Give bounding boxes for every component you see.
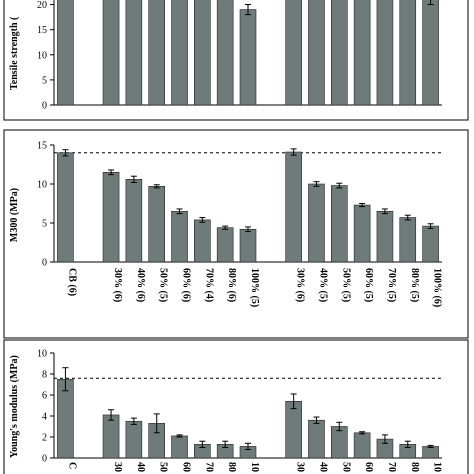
- category-label: CB (6): [66, 268, 77, 296]
- bar: [399, 0, 417, 105]
- category-label: 50% (5): [158, 268, 169, 302]
- category-label: 60% (5): [363, 268, 374, 302]
- bar: [353, 432, 371, 458]
- y-tick-label: 15: [37, 141, 47, 152]
- top-ylabel: Tensile strength (: [9, 16, 20, 90]
- bar: [399, 217, 417, 262]
- bar: [376, 211, 394, 262]
- bar: [422, 0, 439, 105]
- youngs-modulus-chart: 0 2 4 6 8 10 C 30 40 50 60 70 80 10 30 40 50 60 70 80 10: [37, 349, 443, 473]
- category-label: 40: [317, 462, 328, 472]
- y-tick-label: 10: [37, 50, 47, 61]
- category-label: 80: [226, 462, 237, 472]
- bar: [148, 186, 165, 262]
- bar: [125, 420, 143, 458]
- category-label: 10: [249, 462, 260, 472]
- bar: [353, 0, 371, 105]
- category-label: 30: [295, 462, 306, 472]
- category-label: 100% (5): [249, 268, 260, 307]
- bottom-ylabel: Young's modulus (MPa): [9, 355, 20, 458]
- bar: [102, 0, 120, 105]
- bar: [285, 0, 302, 105]
- bar: [331, 0, 348, 105]
- category-label: 80: [409, 462, 420, 472]
- bar: [125, 0, 143, 105]
- bar: [308, 0, 325, 105]
- category-label: 100% (6): [432, 268, 443, 307]
- y-tick-label: 10: [37, 180, 47, 191]
- bar: [171, 211, 188, 262]
- category-label: 40% (5): [317, 268, 328, 302]
- category-label: 80% (5): [409, 268, 420, 302]
- bar: [125, 179, 143, 262]
- bar: [376, 0, 394, 105]
- bar: [57, 152, 74, 262]
- category-label: 40% (6): [135, 268, 146, 302]
- bar: [308, 419, 325, 458]
- tensile-strength-chart: 0 5 10 15 20: [37, 0, 442, 112]
- m300-chart: 0 5 10 15 CB (6) 30% (6) 40% (6) 50% (5) 60% (6)…: [37, 141, 443, 308]
- middle-ylabel: M300 (MPa): [9, 188, 20, 242]
- bar: [422, 225, 439, 262]
- y-tick-label: 5: [42, 219, 47, 230]
- bar: [308, 183, 325, 262]
- panel-top-frame: [3, 0, 469, 121]
- bar: [57, 0, 74, 105]
- bar: [171, 0, 188, 105]
- bar: [194, 219, 211, 262]
- bar: [216, 227, 234, 262]
- category-label: 30: [112, 462, 123, 472]
- bar: [331, 426, 348, 458]
- y-tick-label: 0: [42, 258, 47, 269]
- panel-bottom-frame: [3, 339, 469, 474]
- bar: [353, 204, 371, 262]
- category-label: 70% (4): [203, 268, 214, 302]
- y-tick-label: 4: [42, 412, 47, 423]
- y-tick-label: 0: [42, 101, 47, 112]
- panel-middle-frame: [3, 129, 469, 339]
- bar: [194, 0, 211, 105]
- bar: [285, 151, 302, 262]
- bar: [102, 172, 120, 262]
- category-label: 30% (6): [295, 268, 306, 302]
- category-label: C: [66, 462, 77, 469]
- bar: [216, 0, 234, 105]
- category-label: 30% (6): [112, 268, 123, 302]
- category-label: 80% (6): [226, 268, 237, 302]
- category-label: 50: [158, 462, 169, 472]
- category-label: 70: [386, 462, 397, 472]
- category-label: 60: [181, 462, 192, 472]
- category-label: 70: [203, 462, 214, 472]
- category-label: 60% (6): [181, 268, 192, 302]
- bar: [102, 414, 120, 458]
- category-label: 60: [363, 462, 374, 472]
- y-tick-label: 8: [42, 370, 47, 381]
- y-tick-label: 2: [42, 433, 47, 444]
- bar: [239, 228, 257, 262]
- category-label: 70% (5): [386, 268, 397, 302]
- y-tick-label: 6: [42, 391, 47, 402]
- bar: [331, 185, 348, 262]
- category-label: 10: [432, 462, 443, 472]
- category-label: 40: [135, 462, 146, 472]
- category-label: 50% (5): [340, 268, 351, 302]
- bar: [239, 9, 257, 105]
- bar: [171, 435, 188, 458]
- y-tick-label: 10: [37, 349, 47, 360]
- bar: [285, 400, 302, 458]
- y-tick-label: 0: [42, 454, 47, 465]
- bar: [148, 0, 165, 105]
- bar: [422, 446, 439, 458]
- y-tick-label: 5: [42, 75, 47, 86]
- category-label: 50: [340, 462, 351, 472]
- y-tick-label: 15: [37, 25, 47, 36]
- y-tick-label: 20: [37, 0, 47, 11]
